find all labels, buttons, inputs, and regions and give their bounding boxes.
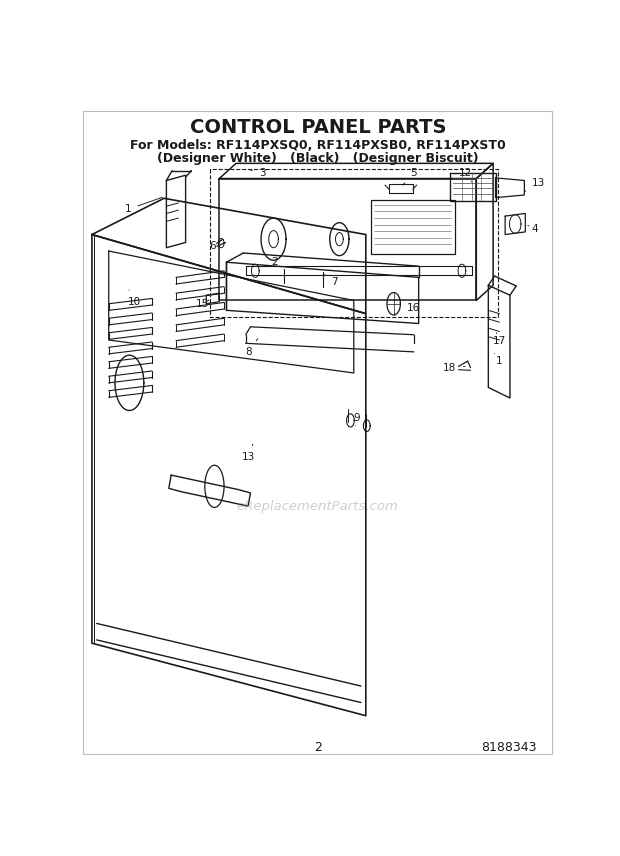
Text: 12: 12 — [459, 169, 472, 181]
Text: CONTROL PANEL PARTS: CONTROL PANEL PARTS — [190, 118, 446, 137]
Text: 2: 2 — [314, 740, 322, 754]
Text: 8188343: 8188343 — [481, 740, 536, 754]
Text: 2: 2 — [271, 251, 284, 267]
Text: 5: 5 — [403, 169, 417, 185]
Text: 7: 7 — [325, 275, 338, 287]
Text: eReplacementParts.com: eReplacementParts.com — [237, 500, 399, 513]
Text: 8: 8 — [245, 339, 258, 357]
Text: (Designer White)   (Black)   (Designer Biscuit): (Designer White) (Black) (Designer Biscu… — [157, 152, 479, 165]
Text: 15: 15 — [196, 300, 209, 309]
Text: 1: 1 — [125, 197, 162, 215]
Text: 6: 6 — [210, 241, 216, 252]
Text: 9: 9 — [354, 413, 360, 425]
Text: For Models: RF114PXSQ0, RF114PXSB0, RF114PXST0: For Models: RF114PXSQ0, RF114PXSB0, RF11… — [130, 139, 506, 152]
Text: 13: 13 — [241, 444, 255, 462]
Text: 3: 3 — [249, 169, 266, 178]
Text: 17: 17 — [493, 333, 506, 347]
Text: 10: 10 — [128, 290, 141, 306]
Text: 13: 13 — [525, 178, 546, 192]
Text: 18: 18 — [443, 363, 465, 372]
Text: 1: 1 — [495, 354, 503, 366]
Text: 4: 4 — [528, 224, 538, 235]
Text: 16: 16 — [401, 303, 420, 313]
